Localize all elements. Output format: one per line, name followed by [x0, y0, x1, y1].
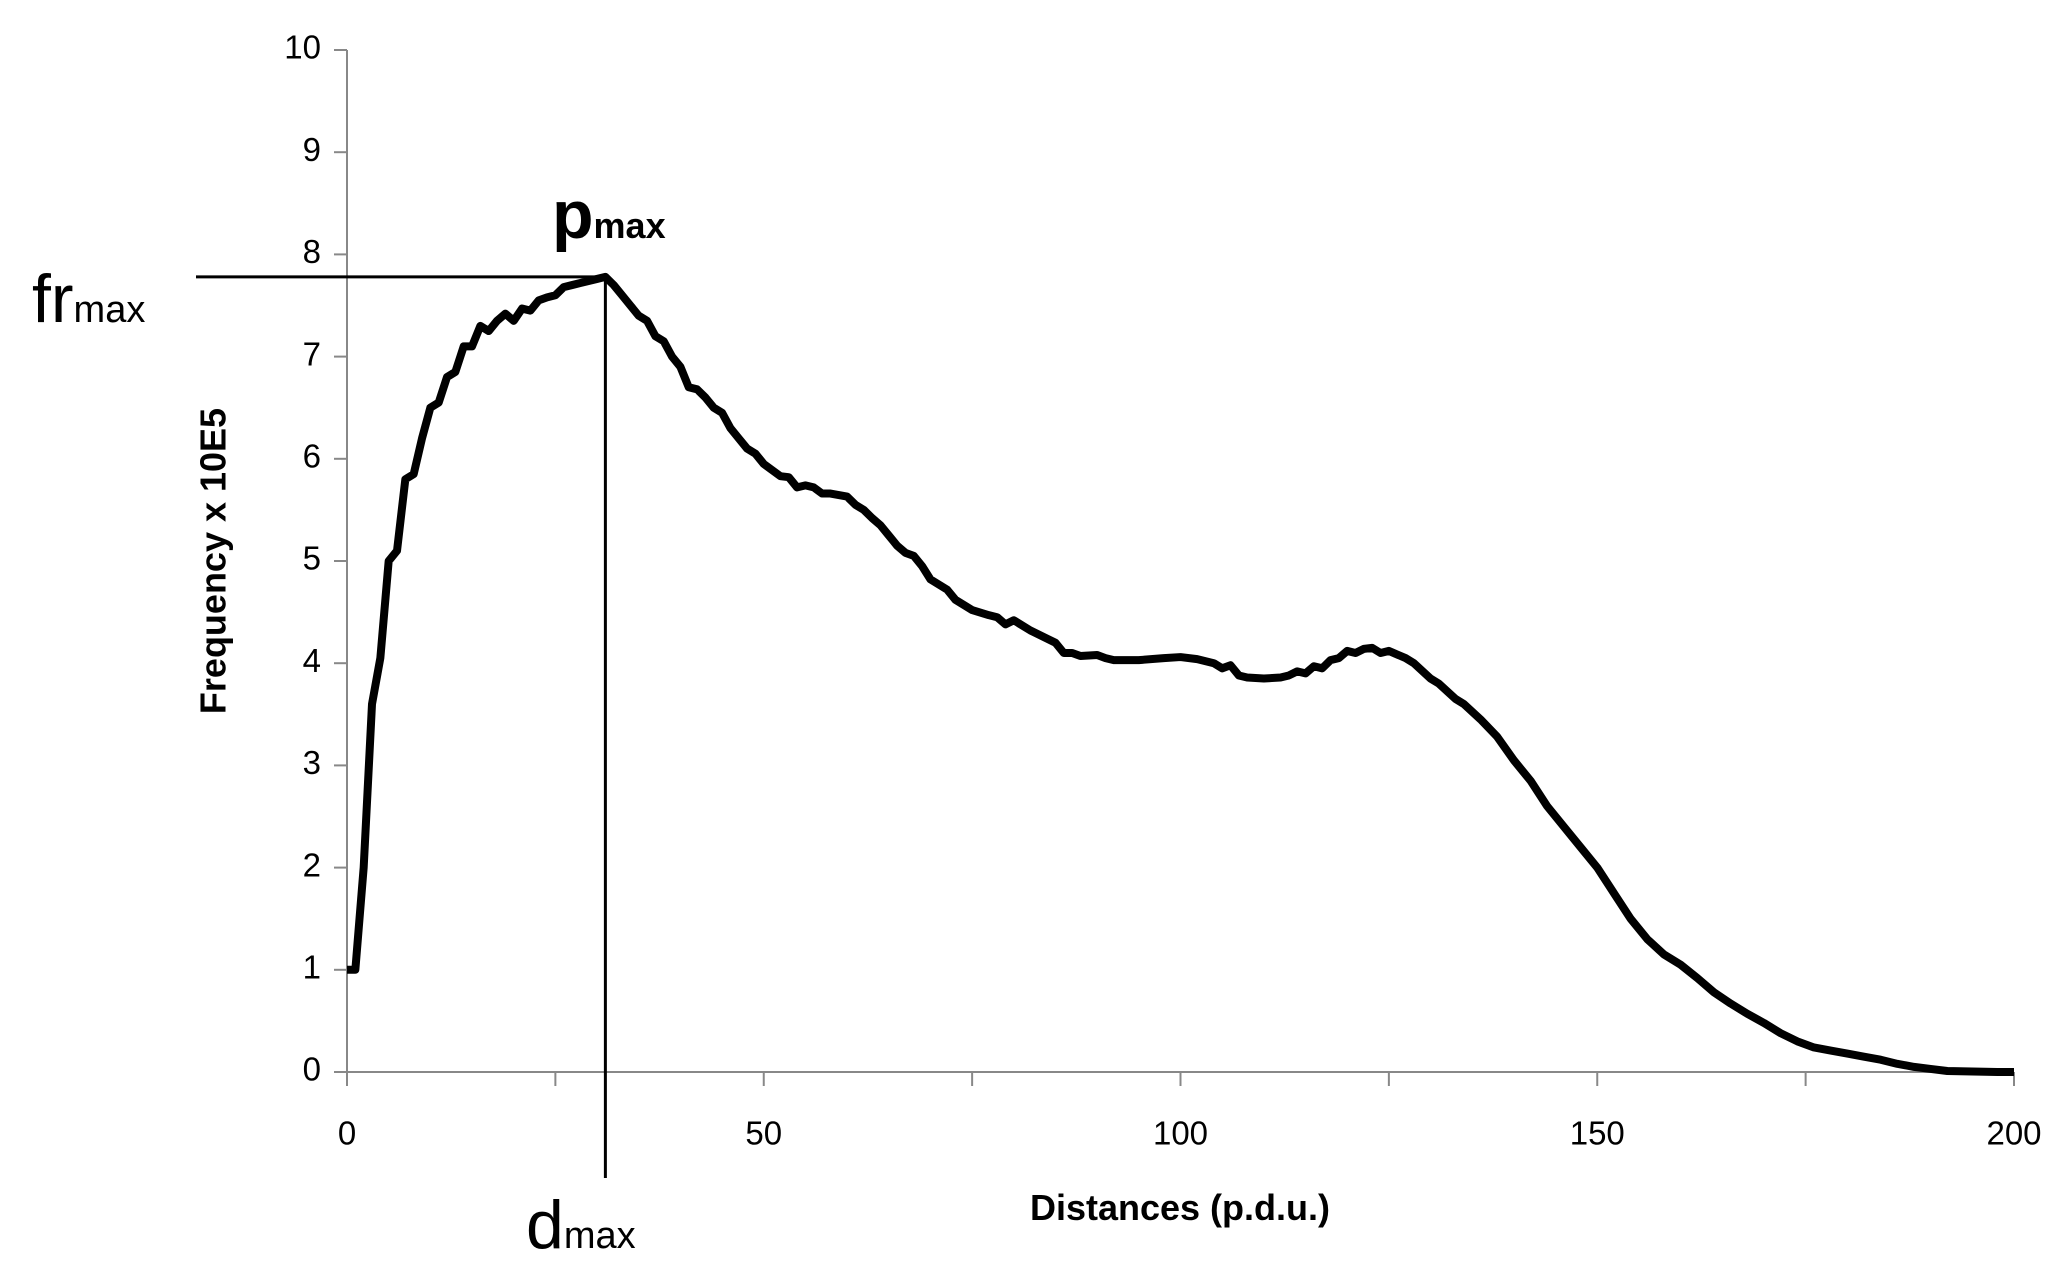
y-tick-label: 9 [303, 131, 321, 168]
pmax-annotation: pmax [552, 177, 666, 253]
x-tick-label: 200 [1986, 1115, 2041, 1152]
x-axis-title: Distances (p.d.u.) [1030, 1187, 1330, 1228]
y-tick-label: 3 [303, 744, 321, 781]
frmax-main: fr [32, 261, 74, 337]
y-tick-label: 6 [303, 438, 321, 475]
dmax-annotation: dmax [526, 1187, 636, 1263]
dmax-main: d [526, 1187, 564, 1263]
x-tick-label: 0 [338, 1115, 356, 1152]
x-tick-label: 100 [1153, 1115, 1208, 1152]
dmax-sub: max [564, 1215, 636, 1257]
pmax-sub: max [594, 205, 666, 246]
y-tick-label: 1 [303, 949, 321, 986]
y-tick-label: 0 [303, 1051, 321, 1088]
x-tick-label: 50 [745, 1115, 782, 1152]
frmax-sub: max [74, 289, 146, 331]
y-tick-label: 8 [303, 233, 321, 270]
y-tick-label: 10 [284, 29, 321, 66]
y-tick-label: 7 [303, 335, 321, 372]
data-line [347, 272, 2014, 1076]
y-tick-label: 2 [303, 846, 321, 883]
y-tick-label: 4 [303, 642, 321, 679]
y-tick-label: 5 [303, 540, 321, 577]
y-axis-title: Frequency x 10E5 [193, 408, 234, 714]
frmax-annotation: frmax [32, 261, 145, 337]
pmax-main: p [552, 177, 594, 253]
x-tick-label: 150 [1570, 1115, 1625, 1152]
